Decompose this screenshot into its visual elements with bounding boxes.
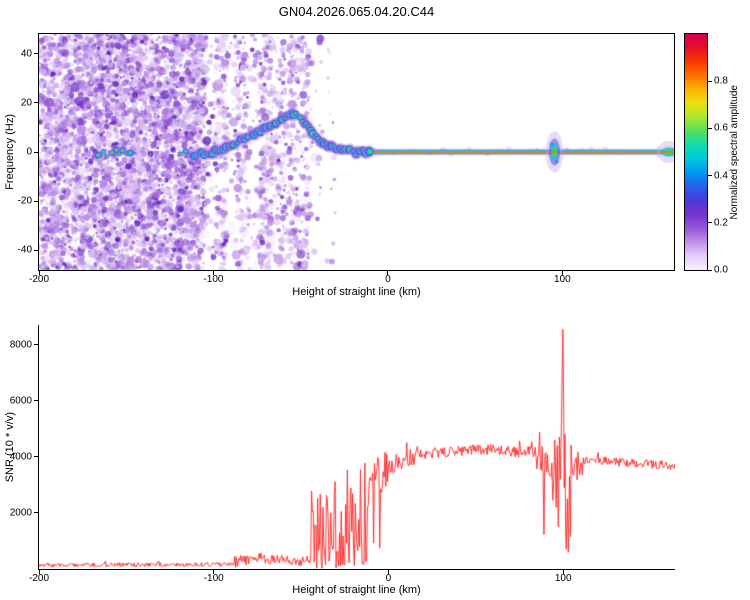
tick-mark xyxy=(708,80,712,82)
tick-mark xyxy=(708,269,712,271)
tick-label: -40 xyxy=(17,244,32,256)
tick-mark xyxy=(38,271,40,275)
tick-label: 40 xyxy=(20,48,32,60)
tick-label: 0 xyxy=(385,274,391,285)
tick-label: -200 xyxy=(28,274,50,285)
tick-mark xyxy=(34,249,38,251)
tick-label: -200 xyxy=(28,573,50,584)
tick-label: 100 xyxy=(554,573,572,584)
spec-x-axis-label: Height of straight line (km) xyxy=(292,286,421,298)
tick-mark xyxy=(213,570,215,574)
tick-mark xyxy=(34,151,38,153)
tick-label: -100 xyxy=(203,573,224,584)
tick-label: 0.0 xyxy=(714,264,728,276)
tick-label: 0.4 xyxy=(714,170,728,182)
tick-mark xyxy=(708,127,712,129)
colorbar xyxy=(684,33,708,271)
tick-mark xyxy=(34,400,38,402)
tick-mark xyxy=(34,200,38,202)
tick-label: -100 xyxy=(203,274,224,285)
colorbar-label-text: Normalized spectral amplitude xyxy=(728,84,740,220)
tick-label: 0 xyxy=(26,146,32,158)
tick-mark xyxy=(34,53,38,55)
snr-canvas xyxy=(39,325,675,569)
tick-mark xyxy=(34,344,38,346)
figure-title: GN04.2026.065.04.20.C44 xyxy=(278,4,435,19)
colorbar-label: Normalized spectral amplitude xyxy=(726,33,742,271)
tick-label: 4000 xyxy=(9,451,32,463)
snr-y-axis-label: SNR (10 * v/v) xyxy=(2,325,18,570)
tick-label: 0.2 xyxy=(714,217,728,229)
tick-mark xyxy=(34,512,38,514)
tick-mark xyxy=(561,271,563,275)
tick-label: 0.8 xyxy=(714,75,728,87)
tick-mark xyxy=(708,175,712,177)
tick-label: 0 xyxy=(385,573,392,584)
snr-x-axis-label: Height of straight line (km) xyxy=(292,584,421,596)
tick-mark xyxy=(708,222,712,224)
tick-label: -20 xyxy=(17,195,32,207)
tick-mark xyxy=(34,456,38,458)
tick-mark xyxy=(38,570,40,574)
spec-y-axis-label: Frequency (Hz) xyxy=(2,33,18,271)
snr-panel xyxy=(38,325,675,570)
colorbar-gradient xyxy=(685,34,707,270)
tick-label: 6000 xyxy=(9,395,32,407)
spec-y-axis-label-text: Frequency (Hz) xyxy=(4,114,16,190)
tick-mark xyxy=(562,570,564,574)
snr-y-axis-label-text: SNR (10 * v/v) xyxy=(4,412,16,483)
tick-label: 0.6 xyxy=(714,122,728,134)
tick-mark xyxy=(34,102,38,104)
tick-label: 20 xyxy=(20,97,32,109)
tick-label: 8000 xyxy=(9,339,32,351)
tick-mark xyxy=(387,570,389,574)
spectrogram-canvas xyxy=(39,34,674,270)
tick-label: 2000 xyxy=(9,507,32,519)
tick-label: 100 xyxy=(554,274,571,285)
tick-mark xyxy=(212,271,214,275)
spectrogram-panel xyxy=(38,33,675,271)
tick-mark xyxy=(387,271,389,275)
